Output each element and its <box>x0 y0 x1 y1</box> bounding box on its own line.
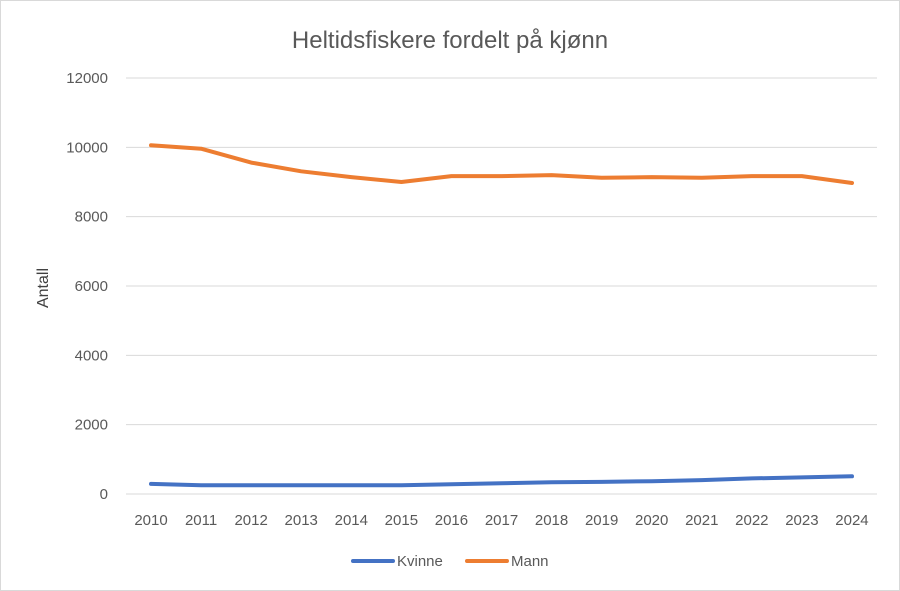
series-line-mann <box>149 143 854 185</box>
x-tick-label: 2011 <box>185 512 217 529</box>
series-lines <box>149 143 854 488</box>
x-tick-label: 2013 <box>285 512 318 529</box>
y-tick-label: 2000 <box>75 417 108 434</box>
series-line-kvinne <box>149 474 854 488</box>
x-tick-label: 2016 <box>435 512 468 529</box>
x-tick-label: 2015 <box>385 512 418 529</box>
y-axis-title: Antall <box>35 268 52 308</box>
y-tick-label: 8000 <box>75 209 108 226</box>
x-tick-label: 2021 <box>685 512 718 529</box>
legend: Kvinne Mann <box>351 553 549 570</box>
x-tick-label: 2019 <box>585 512 618 529</box>
y-tick-label: 12000 <box>66 70 108 87</box>
legend-label-mann: Mann <box>511 553 549 570</box>
gridlines <box>126 77 877 495</box>
y-axis-ticks: 0 2000 4000 6000 8000 10000 12000 <box>66 70 108 503</box>
legend-label-kvinne: Kvinne <box>397 553 443 570</box>
x-tick-label: 2017 <box>485 512 518 529</box>
y-tick-label: 4000 <box>75 347 108 364</box>
x-tick-label: 2010 <box>134 512 167 529</box>
chart-title: Heltidsfiskere fordelt på kjønn <box>292 27 608 54</box>
x-tick-label: 2018 <box>535 512 568 529</box>
y-tick-label: 0 <box>100 486 108 503</box>
x-tick-label: 2023 <box>785 512 818 529</box>
x-tick-label: 2022 <box>735 512 768 529</box>
x-tick-label: 2014 <box>335 512 368 529</box>
x-tick-label: 2024 <box>835 512 868 529</box>
x-tick-label: 2020 <box>635 512 668 529</box>
y-tick-label: 10000 <box>66 139 108 156</box>
y-tick-label: 6000 <box>75 278 108 295</box>
x-axis-ticks: 2010 2011 2012 2013 2014 2015 2016 2017 2018 2019… <box>134 512 868 529</box>
x-tick-label: 2012 <box>234 512 267 529</box>
